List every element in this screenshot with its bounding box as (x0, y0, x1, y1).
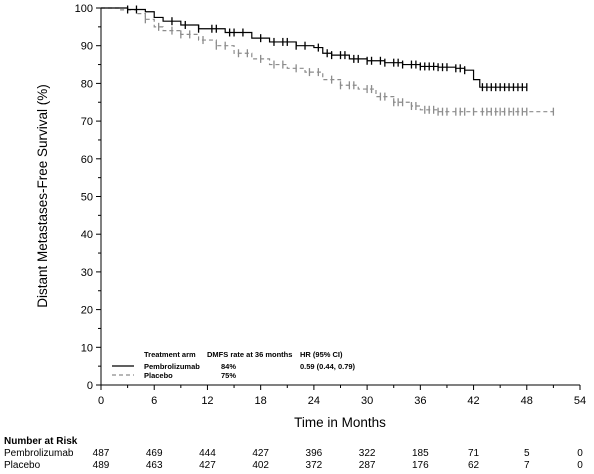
risk-row-label-placebo: Placebo (4, 460, 41, 471)
series-line-placebo (101, 7, 554, 113)
x-tick-label: 6 (151, 395, 157, 407)
risk-cell: 427 (252, 448, 269, 459)
y-axis-ticks: 0 10 20 30 40 50 60 70 80 90 100 (75, 3, 101, 392)
legend-hr-pembrolizumab: 0.59 (0.44, 0.79) (300, 362, 356, 371)
y-tick-label: 70 (81, 116, 93, 128)
risk-cell: 287 (359, 460, 376, 471)
risk-row-label-pembrolizumab: Pembrolizumab (4, 448, 74, 459)
risk-cell: 469 (146, 448, 163, 459)
y-axis-title: Distant Metastases-Free Survival (%) (35, 84, 50, 308)
risk-cell: 7 (524, 460, 530, 471)
x-axis-title: Time in Months (294, 415, 386, 430)
legend-header-hr: HR (95% CI) (300, 350, 343, 359)
risk-cell: 396 (306, 448, 323, 459)
risk-cell: 5 (524, 448, 530, 459)
risk-cell: 372 (306, 460, 323, 471)
risk-cell: 0 (577, 448, 583, 459)
y-tick-label: 80 (81, 78, 93, 90)
risk-cell: 487 (93, 448, 110, 459)
y-tick-label: 60 (81, 154, 93, 166)
x-tick-label: 0 (98, 395, 104, 407)
legend-header-rate: DMFS rate at 36 months (207, 350, 292, 359)
risk-cell: 444 (199, 448, 216, 459)
x-tick-label: 18 (255, 395, 267, 407)
x-tick-label: 12 (201, 395, 213, 407)
series-line-pembrolizumab (101, 7, 527, 88)
risk-cell: 427 (199, 460, 216, 471)
y-tick-label: 0 (87, 380, 93, 392)
number-at-risk-table: Number at Risk Pembrolizumab Placebo 487… (4, 436, 583, 471)
plot-frame (100, 8, 580, 386)
risk-cell: 0 (577, 460, 583, 471)
y-tick-label: 10 (81, 342, 93, 354)
risk-table-title: Number at Risk (4, 436, 78, 447)
y-tick-label: 50 (81, 192, 93, 204)
x-tick-label: 48 (521, 395, 533, 407)
y-tick-label: 20 (81, 305, 93, 317)
y-tick-label: 30 (81, 267, 93, 279)
legend-rate-placebo: 75% (221, 371, 236, 380)
risk-cell: 185 (412, 448, 429, 459)
series-layer (101, 5, 555, 116)
risk-cell: 489 (93, 460, 110, 471)
legend-label-placebo: Placebo (144, 371, 173, 380)
risk-cell: 402 (252, 460, 269, 471)
risk-cell: 176 (412, 460, 429, 471)
legend-header-arm: Treatment arm (144, 350, 196, 359)
risk-cell: 71 (468, 448, 480, 459)
y-tick-label: 90 (81, 41, 93, 53)
legend: Treatment arm DMFS rate at 36 months HR … (112, 350, 356, 380)
x-tick-label: 54 (574, 395, 586, 407)
y-tick-label: 40 (81, 229, 93, 241)
legend-label-pembrolizumab: Pembrolizumab (144, 362, 200, 371)
x-tick-label: 36 (414, 395, 426, 407)
legend-rate-pembrolizumab: 84% (221, 362, 236, 371)
x-tick-label: 24 (308, 395, 320, 407)
x-tick-label: 42 (467, 395, 479, 407)
x-axis-ticks: 0 6 12 18 24 30 36 42 48 54 (98, 385, 586, 407)
risk-cell: 463 (146, 460, 163, 471)
risk-cell: 62 (468, 460, 480, 471)
risk-cell: 322 (359, 448, 376, 459)
y-tick-label: 100 (75, 3, 93, 15)
x-tick-label: 30 (361, 395, 373, 407)
